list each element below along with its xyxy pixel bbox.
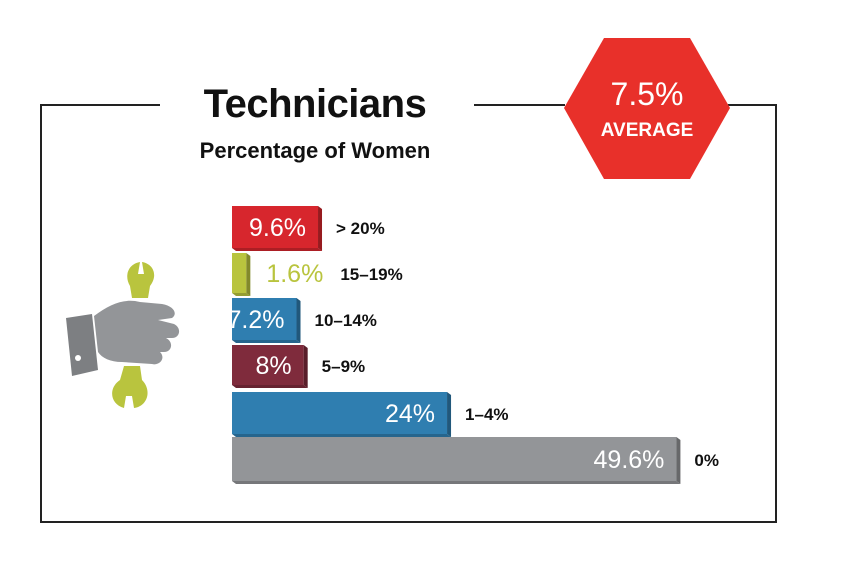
category-label-3: 5–9% <box>322 357 365 376</box>
category-label-1: 15–19% <box>340 265 402 284</box>
bar-side-3 <box>303 345 308 388</box>
bar-5 <box>232 437 677 481</box>
bar-bottom-3 <box>232 385 308 388</box>
chart-title: Technicians <box>203 82 427 126</box>
bar-side-4 <box>447 392 452 437</box>
category-label-5: 0% <box>694 451 719 470</box>
chart-subtitle: Percentage of Women <box>199 138 431 163</box>
average-badge: 7.5% AVERAGE <box>562 36 732 181</box>
bar-bottom-0 <box>232 248 323 251</box>
bar-side-2 <box>296 298 301 343</box>
bar-bottom-2 <box>232 340 301 343</box>
hexagon-shape <box>564 38 730 179</box>
bar-value-label-4: 24% <box>385 400 435 428</box>
bar-side-0 <box>318 206 323 251</box>
bar-0 <box>232 206 319 248</box>
bar-value-label-0: 9.6% <box>249 214 306 242</box>
bar-3 <box>232 345 304 385</box>
bar-value-label-5: 49.6% <box>594 446 665 474</box>
average-value: 7.5% <box>610 76 684 112</box>
bar-bottom-1 <box>232 293 251 296</box>
bar-value-label-3: 8% <box>256 352 292 380</box>
bar-value-label-2: 7.2% <box>228 306 285 334</box>
average-label: AVERAGE <box>600 120 694 141</box>
bar-value-label-1: 1.6% <box>266 260 323 288</box>
bar-side-1 <box>246 253 251 296</box>
bar-bottom-5 <box>232 481 681 484</box>
bar-side-5 <box>676 437 681 484</box>
hand-holding-wrench-icon <box>66 262 180 408</box>
bar-1 <box>232 253 247 293</box>
category-label-0: > 20% <box>336 219 385 238</box>
bar-4 <box>232 392 448 434</box>
bar-bottom-4 <box>232 434 452 437</box>
category-label-2: 10–14% <box>315 311 377 330</box>
category-label-4: 1–4% <box>465 405 508 424</box>
bar-2 <box>232 298 297 340</box>
